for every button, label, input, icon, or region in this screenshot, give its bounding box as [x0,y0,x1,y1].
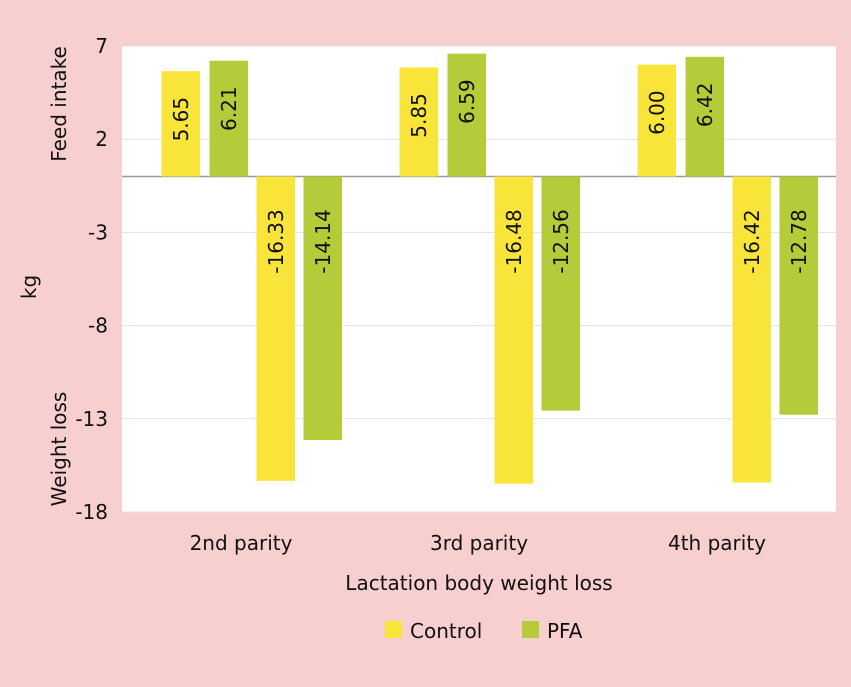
legend-swatch-control [385,621,402,638]
y-tick-label: -8 [88,314,108,338]
bar-pfa-feed-intake [685,56,724,177]
data-label: 5.85 [407,93,431,138]
y-axis-label-bottom: Weight loss [47,392,71,507]
y-axis-label-top: Feed intake [47,46,71,162]
x-category-label: 3rd parity [430,531,528,555]
data-label: 6.42 [693,83,717,128]
y-axis-label: kg [17,275,41,299]
data-label: -16.48 [502,209,526,273]
bar-control-weight-loss [494,176,533,484]
data-label: -16.42 [740,209,764,273]
x-axis-label: Lactation body weight loss [345,571,612,595]
bar-pfa-weight-loss [779,176,818,415]
bar-control-weight-loss [256,176,295,481]
bar-control-weight-loss [732,176,771,483]
legend: Control PFA [385,619,583,643]
data-label: 6.00 [645,90,669,135]
bar-pfa-weight-loss [541,176,580,411]
bar-pfa-feed-intake [447,53,486,177]
bar-control-feed-intake [399,67,438,177]
data-label: -14.14 [311,209,335,273]
y-tick-label: -13 [75,407,108,431]
data-label: 6.59 [455,79,479,124]
bar-pfa-weight-loss [303,176,342,441]
data-label: 6.21 [217,86,241,131]
bar-pfa-feed-intake [209,60,248,177]
y-tick-label: 7 [95,34,108,58]
data-label: -12.78 [787,209,811,273]
data-label: -12.56 [549,209,573,273]
data-label: 5.65 [169,97,193,142]
y-tick-label: -18 [75,500,108,524]
bars: 5.65 6.21 -16.33 -14.14 5.85 6.59 -16.48 -12.56… [161,53,818,484]
y-axis-ticks: 7 2 -3 -8 -13 -18 [75,34,108,524]
x-category-label: 4th parity [668,531,766,555]
legend-label-control: Control [410,619,482,643]
data-label: -16.33 [264,209,288,273]
bar-control-feed-intake [161,71,200,177]
y-tick-label: 2 [95,127,108,151]
x-category-label: 2nd parity [190,531,293,555]
y-tick-label: -3 [88,220,108,244]
x-axis-categories: 2nd parity 3rd parity 4th parity [190,531,767,555]
legend-label-pfa: PFA [547,619,583,643]
bar-control-feed-intake [637,64,676,177]
legend-swatch-pfa [522,621,539,638]
